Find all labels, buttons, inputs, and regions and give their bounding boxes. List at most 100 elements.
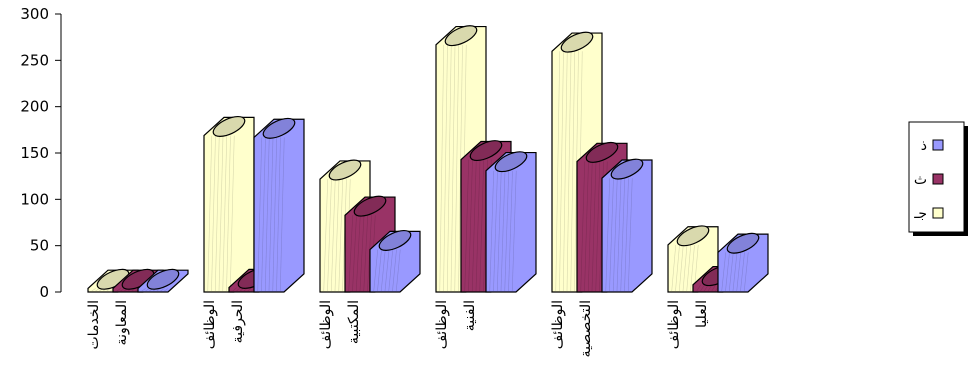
bar-cap [353, 195, 387, 217]
legend-label: ث [914, 172, 927, 188]
bar-shading [395, 249, 401, 292]
bar-shading [728, 252, 734, 292]
bar-shading [384, 249, 390, 292]
bar-shading [605, 178, 611, 292]
y-tick-label: 250 [20, 51, 49, 69]
bar-shading [454, 44, 460, 292]
bar [485, 151, 537, 293]
bar [369, 229, 421, 293]
bars-group [87, 25, 769, 293]
bar-shading [700, 284, 705, 292]
legend-label: جـ [913, 206, 927, 222]
bar-shading [214, 135, 220, 292]
bar-shading [211, 135, 216, 292]
bar-shading [740, 252, 745, 292]
x-tick-label: الوظائف [318, 300, 334, 349]
x-tick-label: الفنية [462, 300, 478, 331]
bar-shading [580, 161, 586, 292]
bar-shading [736, 252, 742, 292]
x-tick-label: الوظائف [434, 300, 450, 349]
bar-shading [207, 135, 213, 292]
bar [137, 268, 189, 293]
bar-shading [627, 178, 633, 292]
bar-shading [690, 244, 695, 292]
bar-shading [222, 135, 228, 292]
bar-shading [624, 178, 629, 292]
bar [253, 117, 305, 293]
bar-shading [355, 215, 361, 292]
bar-shading [595, 161, 601, 292]
bar-shading [116, 288, 121, 292]
bar-shading [272, 137, 278, 292]
bar-shading [493, 170, 498, 292]
y-tick-label: 300 [20, 5, 49, 23]
y-tick-label: 150 [20, 144, 49, 162]
bar-shading [721, 252, 727, 292]
bar-shading [584, 161, 589, 292]
x-tick-label: التخصصية [578, 300, 594, 357]
bar-shading [91, 288, 96, 292]
bar-shading [276, 137, 281, 292]
bar-shading [743, 252, 749, 292]
bar [601, 158, 653, 293]
bar-shading [496, 170, 502, 292]
bar-shading [732, 252, 738, 292]
bar-shading [323, 179, 329, 292]
bar-shading [264, 137, 270, 292]
bar-shading [612, 178, 618, 292]
bar-cap [726, 232, 760, 254]
bar-shading [446, 44, 452, 292]
bar-cap [378, 229, 412, 251]
bar-shading [327, 179, 332, 292]
bar-shading [686, 244, 692, 292]
bar-shading [675, 244, 680, 292]
bar-shading [489, 170, 495, 292]
bar-shading [471, 159, 477, 292]
bar-cap [560, 31, 594, 53]
bar-shading [559, 51, 564, 292]
bar-cap [610, 158, 644, 180]
bar-shading [439, 44, 445, 292]
bar-shading [261, 137, 266, 292]
bar-shading [562, 51, 568, 292]
x-tick-label: الوظائف [550, 300, 566, 349]
bar-cap [469, 140, 503, 162]
bar-shading [500, 170, 506, 292]
bar-shading [620, 178, 626, 292]
bar-cap [585, 141, 619, 163]
bar-cap [444, 25, 478, 47]
bar-shading [671, 244, 677, 292]
bar-cap [262, 117, 296, 139]
bar-shading [160, 288, 165, 292]
x-tick-label: الخدمات [86, 300, 102, 350]
bar-shading [218, 135, 224, 292]
bar-shading [725, 252, 730, 292]
bar-shading [388, 249, 394, 292]
bar-shading [95, 288, 100, 292]
x-tick-label: الحرفية [230, 300, 246, 343]
bar-shading [508, 170, 513, 292]
bar-shading [236, 287, 241, 292]
bar-shading [257, 137, 263, 292]
x-tick-label: العليا [694, 300, 710, 328]
bar-shading [682, 244, 688, 292]
bar-shading [359, 215, 365, 292]
bar-shading [145, 288, 150, 292]
bar-cap [212, 115, 246, 137]
bar [203, 115, 255, 293]
bar-shading [570, 51, 576, 292]
bar-cap [494, 151, 528, 173]
bar-shading [616, 178, 622, 292]
legend: ذ ث جـ [908, 121, 968, 236]
bar-cap [676, 225, 710, 247]
bar-shading [468, 159, 473, 292]
bar-shading [443, 44, 448, 292]
y-tick-label: 100 [20, 190, 49, 208]
bar-shading [380, 249, 386, 292]
bar-shading [338, 179, 344, 292]
bar [717, 232, 769, 293]
bar-shading [609, 178, 614, 292]
bar-shading [591, 161, 597, 292]
y-tick-label: 0 [39, 283, 49, 301]
